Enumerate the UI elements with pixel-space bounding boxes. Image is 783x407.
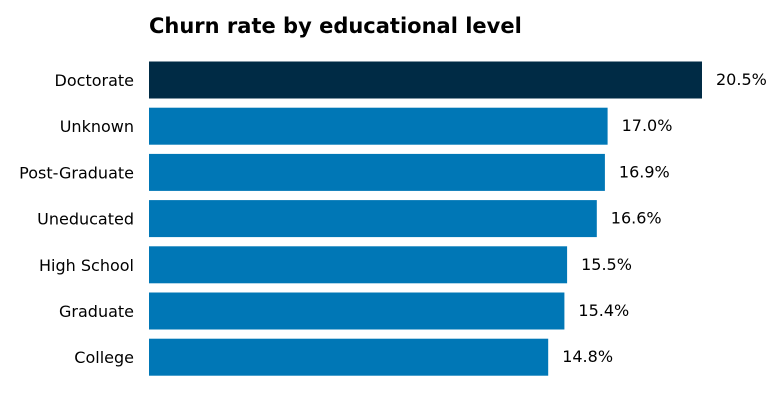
category-label: High School xyxy=(39,256,134,275)
bar-doctorate xyxy=(149,61,702,99)
category-label: Uneducated xyxy=(37,210,134,229)
bar-post-graduate xyxy=(149,153,605,191)
value-label: 20.5% xyxy=(716,70,767,89)
category-label: Doctorate xyxy=(55,71,134,90)
value-label: 15.5% xyxy=(581,255,632,274)
value-label: 16.6% xyxy=(611,209,662,228)
category-label: Graduate xyxy=(59,302,134,321)
chart-title: Churn rate by educational level xyxy=(149,14,522,38)
bar-high-school xyxy=(149,246,568,284)
bar-graduate xyxy=(149,292,565,330)
bar-unknown xyxy=(149,107,608,145)
bar-uneducated xyxy=(149,200,597,238)
category-label: College xyxy=(74,348,134,367)
category-label: Unknown xyxy=(60,117,134,136)
category-label: Post-Graduate xyxy=(19,163,134,182)
value-label: 15.4% xyxy=(578,301,629,320)
bar-college xyxy=(149,338,549,376)
value-label: 17.0% xyxy=(622,116,673,135)
bars-group: Doctorate 20.5% Unknown 17.0% Post-Graduate 1… xyxy=(19,61,767,376)
value-label: 16.9% xyxy=(619,162,670,181)
value-label: 14.8% xyxy=(562,347,613,366)
